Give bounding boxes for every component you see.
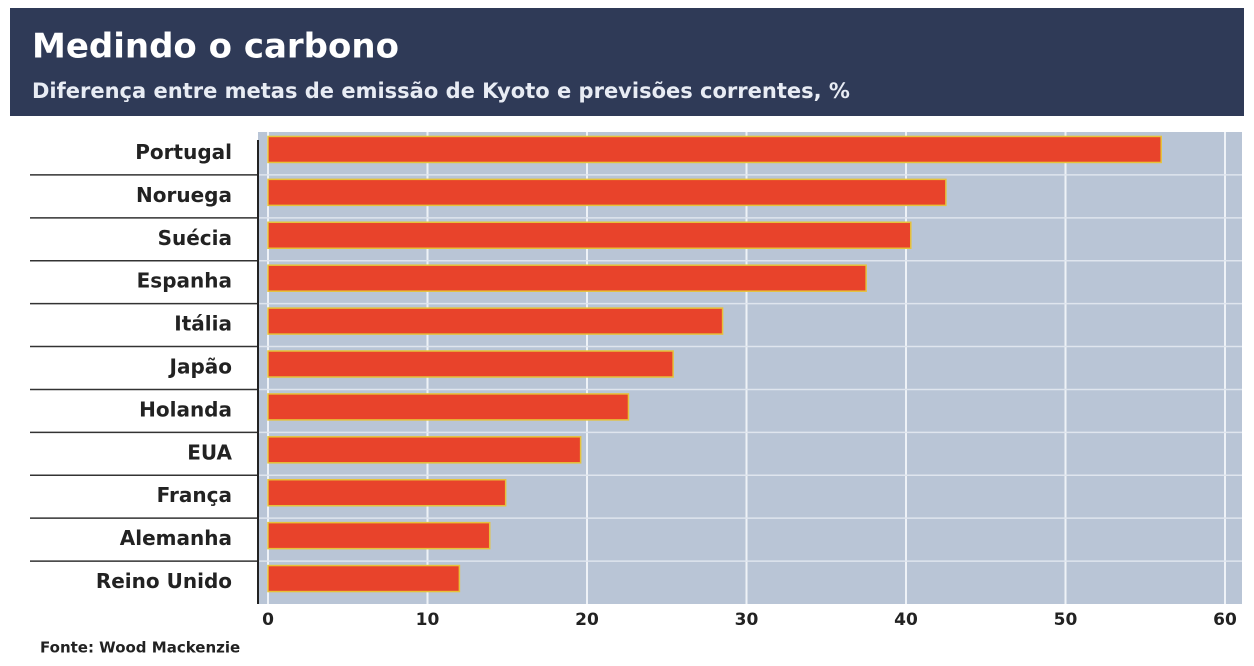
x-tick-label: 50 xyxy=(1054,610,1078,630)
y-tick-label: Suécia xyxy=(158,226,232,250)
y-tick-label: Japão xyxy=(168,355,233,379)
bar xyxy=(267,478,507,507)
bar xyxy=(267,135,1162,164)
y-tick-label: Noruega xyxy=(136,183,232,207)
y-tick-label: Espanha xyxy=(137,269,232,293)
y-tick-label: Reino Unido xyxy=(96,569,232,593)
chart-title: Medindo o carbono xyxy=(32,27,399,67)
bar xyxy=(267,393,630,421)
y-tick-label: Alemanha xyxy=(120,526,232,550)
header-band xyxy=(10,8,1244,116)
bar xyxy=(267,436,582,464)
bar xyxy=(267,178,947,207)
y-tick-label: EUA xyxy=(187,440,232,464)
bar xyxy=(267,264,867,292)
y-tick-label: Itália xyxy=(174,312,232,336)
x-tick-label: 0 xyxy=(262,610,274,630)
x-tick-label: 20 xyxy=(575,610,599,630)
y-tick-label: Holanda xyxy=(139,397,232,421)
bar xyxy=(267,521,491,550)
bar xyxy=(267,307,724,335)
x-tick-label: 10 xyxy=(416,610,440,630)
source-note: Fonte: Wood Mackenzie xyxy=(40,639,240,657)
chart-subtitle: Diferença entre metas de emissão de Kyot… xyxy=(32,79,850,103)
bar xyxy=(267,221,912,250)
x-tick-label: 60 xyxy=(1213,610,1237,630)
y-tick-label: França xyxy=(157,483,232,507)
x-tick-label: 40 xyxy=(894,610,918,630)
x-tick-label: 30 xyxy=(735,610,759,630)
bar xyxy=(267,564,461,593)
y-tick-label: Portugal xyxy=(135,140,232,164)
bar xyxy=(267,350,674,378)
